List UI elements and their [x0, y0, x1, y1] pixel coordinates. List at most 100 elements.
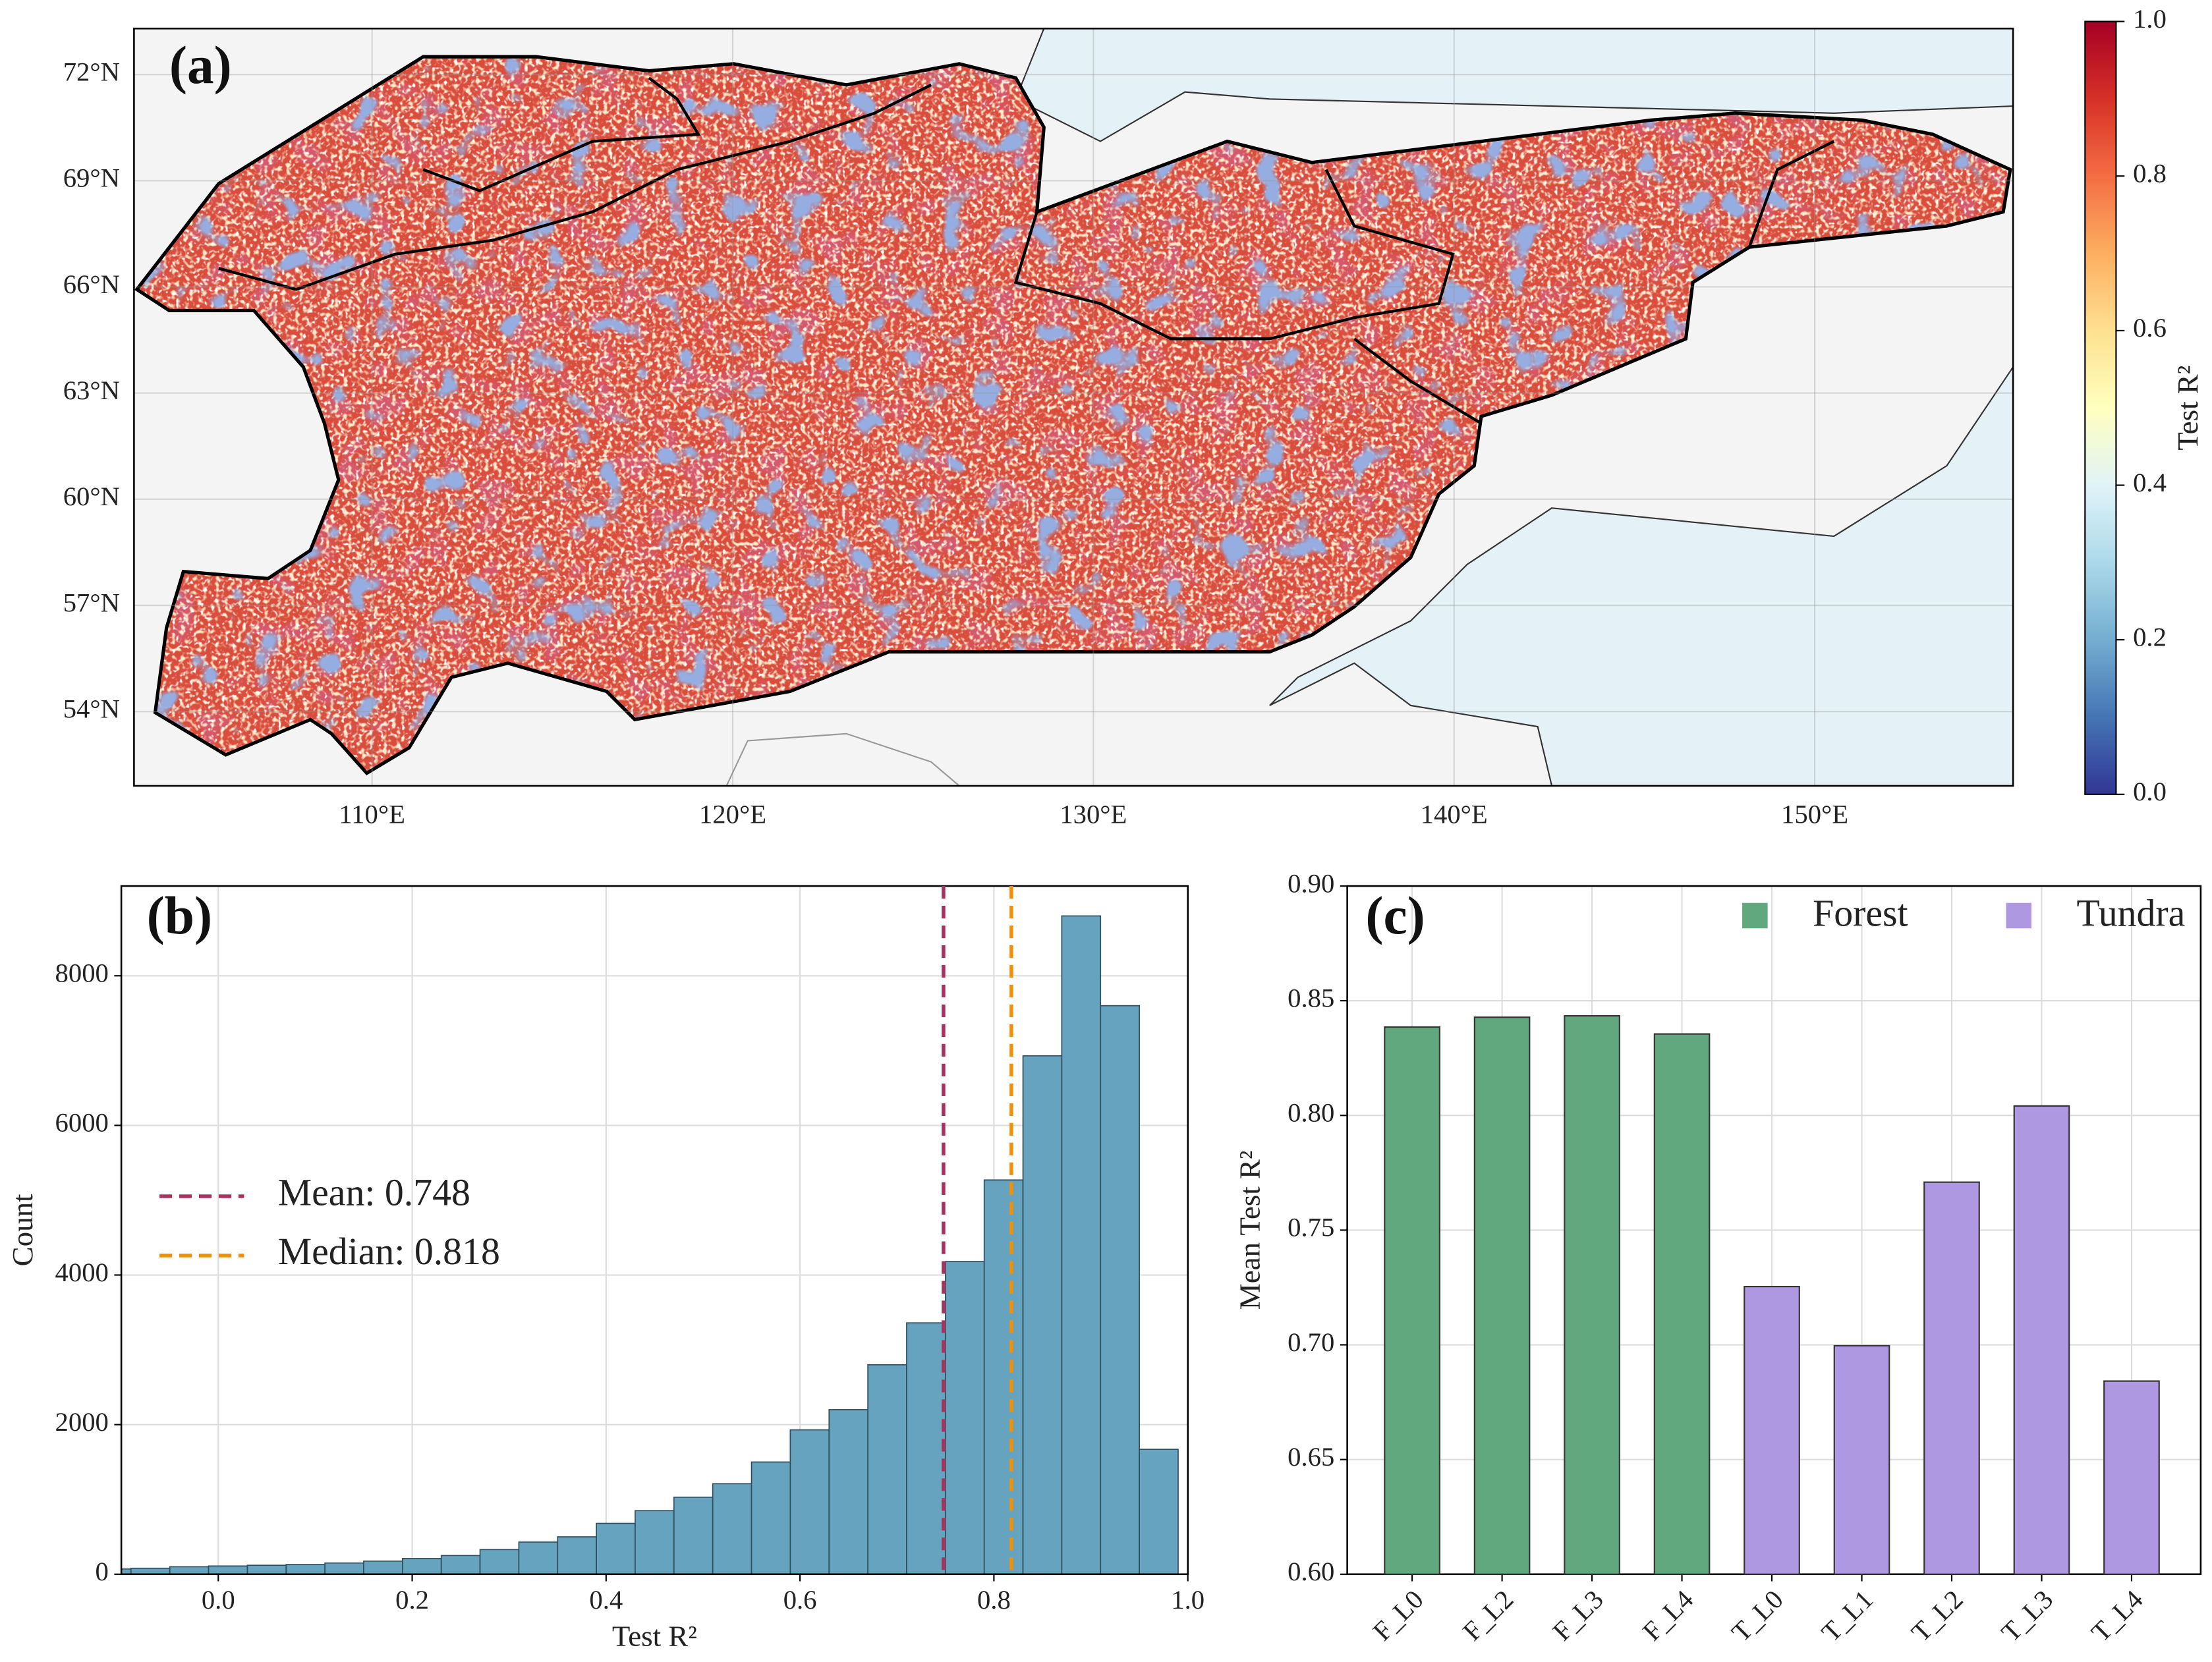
hist-bar	[285, 1564, 326, 1574]
hist-bar	[867, 1364, 907, 1574]
colorbar	[2084, 20, 2117, 795]
hist-bar	[557, 1536, 597, 1574]
y-tick-label: 66°N	[63, 269, 120, 299]
y-tick-label: 8000	[55, 958, 109, 988]
bar	[1384, 1026, 1440, 1575]
x-tick-label: 1.0	[1171, 1585, 1205, 1615]
y-tick-label: 63°N	[63, 375, 120, 405]
y-tick-label: 54°N	[63, 694, 120, 723]
hist-bar	[246, 1565, 287, 1574]
y-axis-label: Mean Test R²	[1233, 1151, 1266, 1310]
y-tick-label: 60°N	[63, 482, 120, 511]
hist-bar	[440, 1555, 481, 1574]
colorbar-tick-label: 0.6	[2133, 313, 2167, 343]
legend-label: Median: 0.818	[278, 1230, 500, 1273]
hist-bar	[596, 1522, 636, 1574]
hist-bar	[169, 1566, 210, 1574]
hist-bar	[828, 1409, 868, 1574]
hist-bar	[944, 1261, 985, 1574]
y-tick-label: 0.85	[1288, 983, 1334, 1012]
y-tick-label: 2000	[55, 1407, 109, 1437]
map-grid	[134, 28, 2014, 786]
basin-border	[218, 84, 932, 291]
bar	[2103, 1380, 2160, 1575]
bar	[1653, 1033, 1711, 1575]
hist-frame	[120, 885, 1189, 1576]
hist-bar	[712, 1483, 752, 1574]
basin-borders	[218, 76, 1835, 425]
x-tick-label: 0.4	[589, 1585, 623, 1615]
bar	[2013, 1105, 2070, 1575]
hist-bar	[751, 1461, 791, 1574]
basin-border	[1013, 169, 1455, 341]
bar	[1833, 1344, 1890, 1575]
colorbar-label: Test R²	[2171, 366, 2204, 451]
map	[134, 28, 2014, 786]
ocean	[1269, 366, 2014, 786]
y-tick-label: 6000	[55, 1108, 109, 1138]
bar	[1473, 1016, 1531, 1575]
basin-border	[422, 76, 701, 192]
legend-swatch	[2006, 902, 2031, 929]
hist-bar	[1139, 1449, 1179, 1574]
colorbar-tick-label: 1.0	[2133, 4, 2167, 34]
y-tick-label: 0.90	[1288, 868, 1334, 898]
y-tick-label: 0.80	[1288, 1098, 1334, 1128]
x-tick-label: 150°E	[1781, 799, 1848, 829]
x-tick-label: 130°E	[1060, 799, 1127, 829]
legend-label: Mean: 0.748	[278, 1171, 470, 1213]
y-tick-label: 0.75	[1288, 1213, 1334, 1242]
hist-bar	[789, 1429, 830, 1574]
bar	[1923, 1181, 1980, 1575]
colorbar-tick-label: 0.8	[2133, 159, 2167, 188]
y-tick-label: 0.60	[1288, 1557, 1334, 1586]
hist-bar	[479, 1549, 520, 1574]
hist-bar	[208, 1565, 248, 1574]
x-tick-label: 0.0	[202, 1585, 235, 1615]
legend-label: Tundra	[2076, 891, 2185, 934]
colorbar-tick-label: 0.2	[2133, 623, 2167, 652]
y-tick-label: 69°N	[63, 163, 120, 193]
bar	[1564, 1015, 1620, 1575]
y-tick-label: 4000	[55, 1258, 109, 1287]
border	[725, 733, 960, 786]
legend-swatch	[1742, 902, 1768, 929]
y-axis-label: Count	[6, 1194, 39, 1266]
hist-bar	[1061, 915, 1102, 1574]
map-frame	[133, 28, 2014, 787]
y-tick-label: 57°N	[63, 588, 120, 617]
y-tick-label: 0.70	[1288, 1327, 1334, 1357]
hist-bars	[121, 915, 1179, 1574]
x-tick-label: 120°E	[699, 799, 766, 829]
x-axis-label: Test R²	[612, 1620, 697, 1653]
y-tick-label: 72°N	[63, 57, 120, 86]
hist-bar	[673, 1496, 714, 1574]
panel-title: (a)	[169, 36, 232, 95]
region-outline	[134, 55, 2012, 776]
x-tick-label: 0.8	[977, 1585, 1011, 1615]
hist-bar	[401, 1558, 442, 1574]
hist-bar	[324, 1562, 364, 1574]
x-tick-label: 140°E	[1421, 799, 1488, 829]
colorbar-tick-label: 0.0	[2133, 777, 2167, 806]
legend-label: Forest	[1813, 891, 1908, 934]
hist-bar	[635, 1510, 675, 1574]
ocean	[1015, 28, 2014, 142]
hist-bar	[1100, 1005, 1140, 1574]
hist-bar	[906, 1322, 946, 1574]
panel-title: (b)	[147, 886, 212, 945]
x-tick-label: 0.2	[395, 1585, 429, 1615]
hist-bar	[983, 1179, 1024, 1574]
basin-border	[1747, 140, 1835, 248]
y-tick-label: 0.65	[1288, 1442, 1334, 1472]
colorbar-tick-label: 0.4	[2133, 468, 2167, 497]
y-tick-label: 0	[96, 1557, 109, 1586]
hist-bar	[363, 1561, 403, 1574]
basin-border	[1353, 337, 1483, 425]
bar	[1744, 1285, 1800, 1575]
x-tick-label: 110°E	[339, 799, 405, 829]
hist-bar	[1022, 1055, 1063, 1574]
hist-bar	[518, 1541, 559, 1574]
